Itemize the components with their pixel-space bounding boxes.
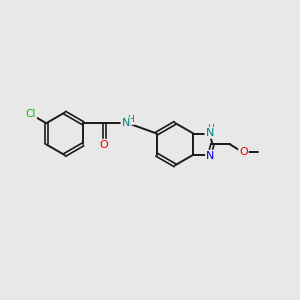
Text: H: H [207, 124, 214, 133]
Text: H: H [127, 115, 134, 124]
Text: N: N [206, 151, 214, 160]
Text: N: N [206, 128, 214, 138]
Text: O: O [239, 147, 248, 157]
Text: Cl: Cl [26, 109, 36, 118]
Text: N: N [122, 118, 130, 128]
Text: O: O [100, 140, 109, 150]
